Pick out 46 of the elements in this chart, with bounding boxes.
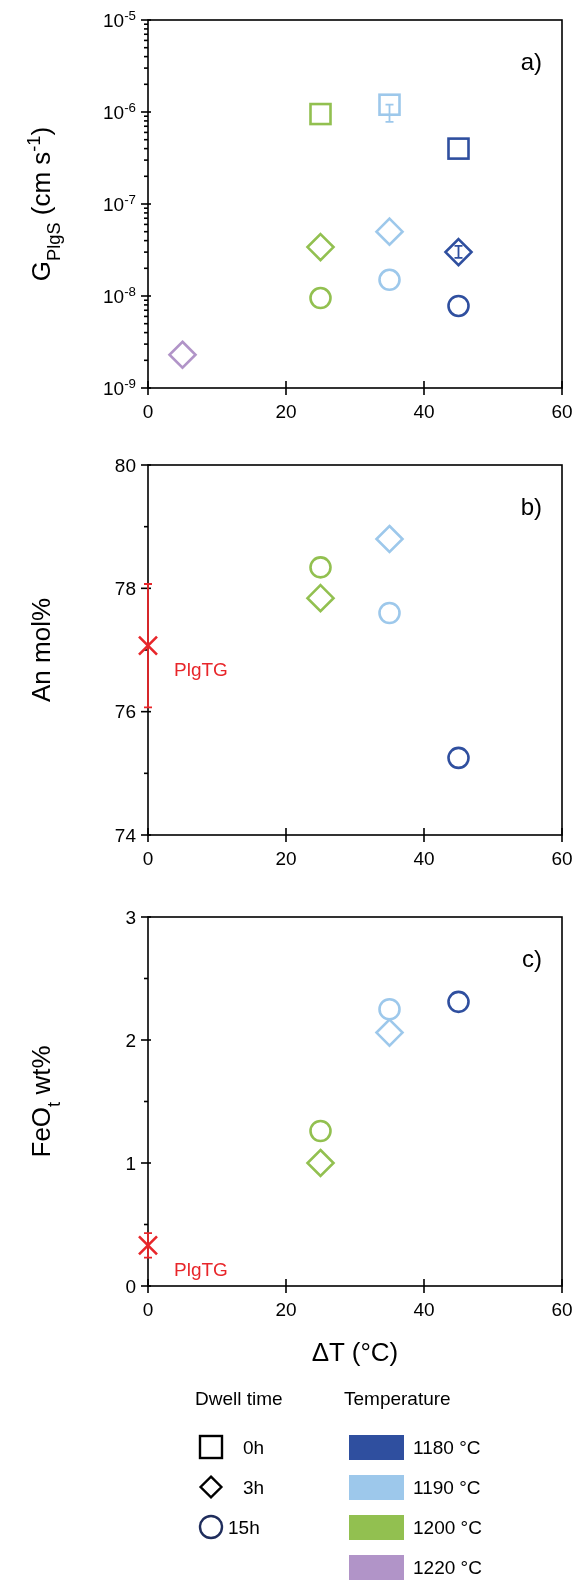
x-tick-label: 60 [551, 401, 573, 422]
y-tick-label: 10$^{-5}$ [103, 7, 136, 31]
x-tick-label: 40 [413, 1299, 435, 1320]
annotation: c) [522, 945, 542, 972]
y-tick-label: 1 [125, 1152, 136, 1174]
category-label: 1190 °C [413, 1476, 481, 1498]
series-label: PlgTG [174, 1258, 228, 1280]
y-tick-label: 10$^{-7}$ [103, 191, 136, 215]
x-tick-label: 20 [275, 1299, 297, 1320]
y-tick-label: 10$^{-8}$ [103, 283, 136, 307]
x-tick-label: 0 [142, 848, 154, 869]
text: Temperature [344, 1388, 451, 1409]
x-tick-label: 0 [142, 1299, 154, 1320]
point [447, 746, 470, 770]
point [168, 340, 197, 370]
x-tick-label: 0 [142, 401, 154, 422]
text: 15h [228, 1516, 260, 1538]
y-tick-label: 2 [125, 1029, 136, 1051]
x-tick-label: 40 [413, 401, 435, 422]
annotation: b) [520, 493, 542, 520]
x-tick-label: 60 [551, 848, 573, 869]
x-tick-label: 40 [413, 848, 435, 869]
point [137, 1235, 159, 1256]
text: 0h [243, 1436, 265, 1458]
y-tick-label: 3 [125, 906, 136, 928]
point [447, 990, 470, 1014]
y-tick-label: 74 [114, 824, 137, 846]
y-axis-title: An mol% [26, 597, 56, 703]
x-tick-label: 60 [551, 1299, 573, 1320]
category-label: 1180 °C [413, 1436, 481, 1458]
y-tick-label: 78 [114, 577, 136, 599]
x-axis-title: ΔT (°C) [311, 1337, 399, 1367]
y-tick-label: 0 [125, 1275, 136, 1297]
y-tick-label: 76 [114, 701, 136, 723]
annotation: a) [520, 48, 542, 75]
category-label: 1200 °C [413, 1516, 482, 1538]
y-tick-label: 10$^{-6}$ [103, 99, 136, 123]
y-tick-label: 80 [114, 454, 136, 476]
x-tick-label: 20 [275, 848, 297, 869]
x-tick-label: 20 [275, 401, 297, 422]
text: 3h [243, 1476, 265, 1498]
category-label: 1220 °C [413, 1556, 482, 1578]
text: Dwell time [195, 1388, 283, 1409]
series-label: PlgTG [174, 659, 228, 681]
y-tick-label: 10$^{-9}$ [103, 375, 136, 399]
point [137, 635, 159, 656]
